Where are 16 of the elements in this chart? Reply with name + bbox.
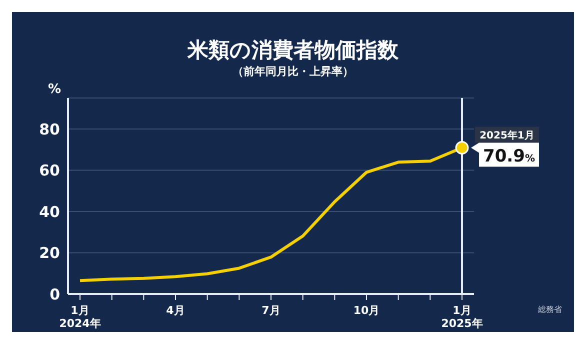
- y-tick-label: 60: [39, 162, 60, 180]
- y-tick-label: 80: [39, 120, 60, 138]
- text: 総務省: [538, 304, 562, 315]
- y-tick-label: 40: [39, 202, 60, 221]
- chart-title: 米類の消費者物価指数: [186, 37, 400, 64]
- x-tick-label: 4月: [166, 304, 185, 317]
- y-axis-title: %: [48, 82, 62, 97]
- x-tick-label: 1月 2024年: [59, 304, 101, 330]
- x-tick-label: 7月: [262, 304, 280, 317]
- x-tick-label: 1月 2025年: [441, 304, 483, 330]
- chart-subtitle: （前年同月比・上昇率）: [232, 64, 354, 79]
- data-label: 70.9%: [483, 146, 535, 167]
- x-tick-label: 10月: [353, 304, 380, 317]
- y-tick-label: 20: [39, 244, 60, 262]
- annotation: 2025年1月: [480, 130, 534, 142]
- y-tick-label: 0: [50, 285, 60, 304]
